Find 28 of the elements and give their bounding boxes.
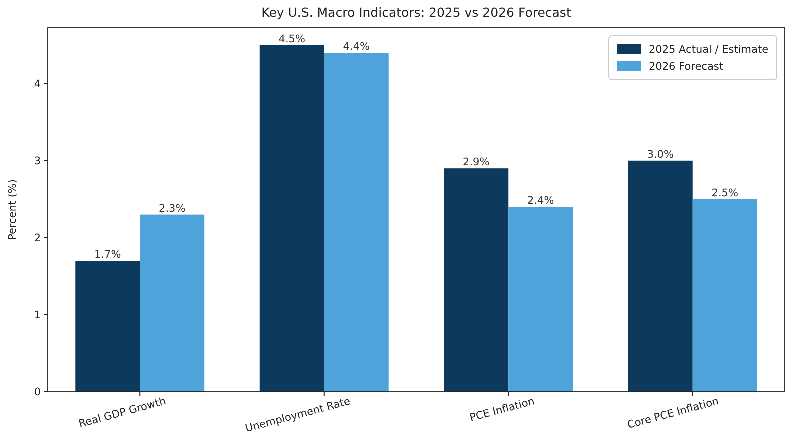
y-tick-label: 1 (34, 310, 41, 322)
x-tick-label: PCE Inflation (468, 396, 536, 424)
y-tick-label: 2 (34, 232, 41, 245)
y-axis-title: Percent (%) (7, 179, 19, 241)
legend-label: 2026 Forecast (649, 61, 724, 73)
data-label: 2.5% (712, 187, 738, 200)
x-tick-label: Core PCE Inflation (626, 396, 720, 432)
data-label: 2.4% (528, 195, 554, 208)
data-label: 3.0% (647, 148, 674, 161)
data-label: 2.9% (463, 156, 490, 169)
bar (508, 207, 574, 392)
data-label: 4.4% (343, 41, 370, 54)
bar (140, 214, 205, 392)
y-tick-label: 4 (34, 78, 42, 91)
data-label: 2.3% (159, 202, 186, 215)
bar (76, 261, 140, 392)
x-tick-label: Real GDP Growth (78, 396, 168, 430)
y-tick-label: 3 (34, 156, 41, 168)
bar (692, 199, 758, 392)
y-tick-label: 0 (34, 386, 41, 399)
bar (628, 160, 693, 392)
data-label: 4.5% (278, 33, 306, 46)
bar (444, 168, 509, 392)
bar (260, 45, 324, 392)
chart-title: Key U.S. Macro Indicators: 2025 vs 2026 Forecast (262, 5, 572, 20)
legend-label: 2025 Actual / Estimate (649, 44, 769, 56)
data-label: 1.7% (94, 249, 122, 262)
bar (324, 53, 389, 392)
